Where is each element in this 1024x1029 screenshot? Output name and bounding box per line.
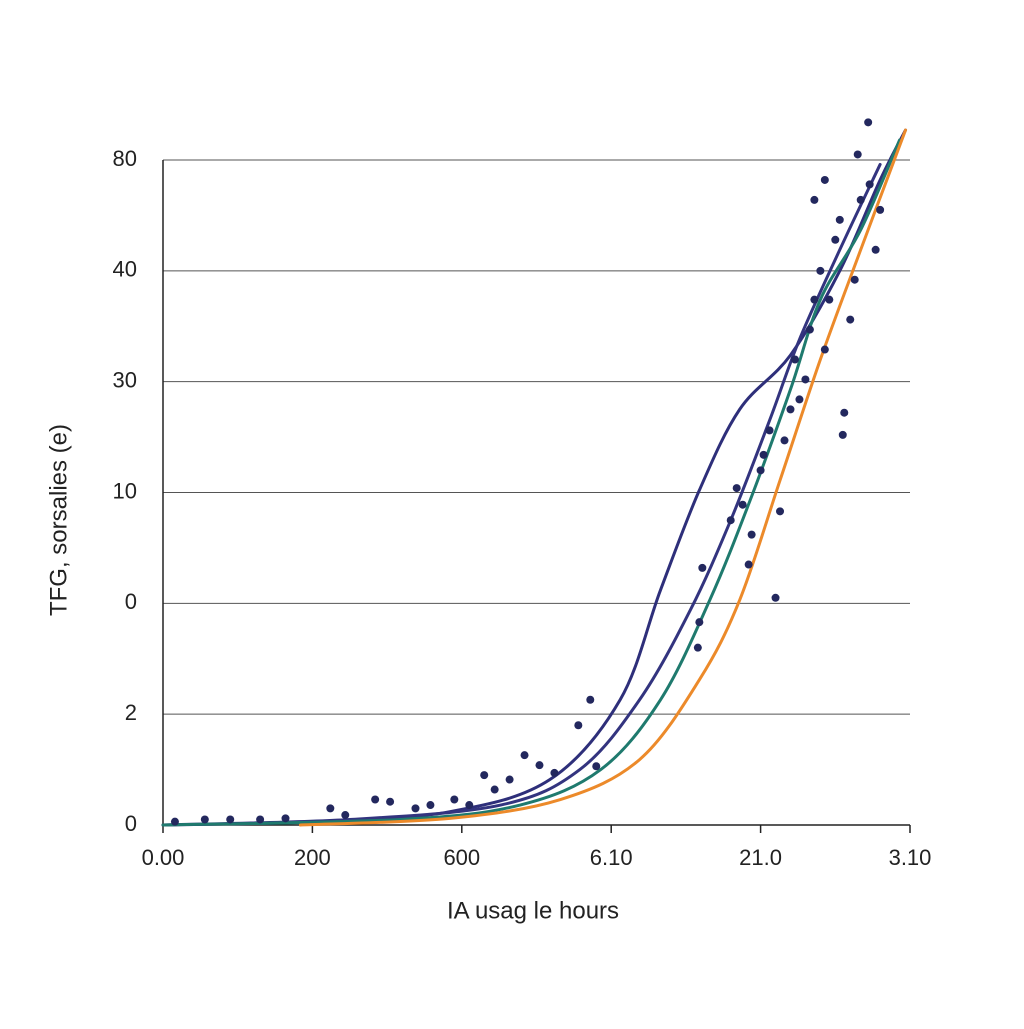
y-tick-label: 0 [125,589,137,614]
x-tick-label: 21.0 [739,845,782,870]
point [805,325,814,334]
y-tick-label: 0 [125,811,137,836]
point [226,815,235,824]
x-tick-label: 600 [443,845,480,870]
point [744,560,753,569]
point [520,751,529,760]
y-tick-label: 40 [113,257,137,282]
point [693,643,702,652]
point [505,775,514,784]
point [820,345,829,354]
point [490,785,499,794]
point [759,450,768,459]
point [765,426,774,435]
point [574,721,583,730]
point [838,430,847,439]
x-tick-label: 0.00 [142,845,185,870]
x-tick-label: 200 [294,845,331,870]
point [771,593,780,602]
point [864,118,873,127]
point [810,295,819,304]
point [698,563,707,572]
point [550,768,559,777]
point [840,408,849,417]
y-tick-label: 2 [125,700,137,725]
point [426,801,435,810]
curve [161,128,908,827]
point [535,761,544,770]
point [825,295,834,304]
point [480,771,489,780]
y-axis-label: TFG, sorsalies (e) [45,424,72,616]
point [856,195,865,204]
x-tick-label: 6.10 [590,845,633,870]
point [865,180,874,189]
point [871,245,880,254]
point [816,266,825,275]
point [846,315,855,324]
point [756,466,765,475]
point [835,215,844,224]
point [795,395,804,404]
point [853,150,862,159]
point [170,817,179,826]
x-axis-label: IA usag le hours [447,897,619,924]
point [341,811,350,820]
point [592,762,601,771]
point [695,618,704,627]
y-tick-label: 80 [113,146,137,171]
point [386,797,395,806]
point [586,695,595,704]
point [411,804,420,813]
point [726,516,735,525]
point [465,801,474,810]
point [747,530,756,539]
point [200,815,209,824]
y-tick-label: 10 [113,478,137,503]
point [876,205,885,214]
point [732,484,741,493]
point [790,355,799,364]
point [738,500,747,509]
curve [298,128,908,827]
point [776,507,785,516]
point [831,235,840,244]
curve [161,138,902,827]
point [786,405,795,414]
curve [161,162,882,827]
point [820,175,829,184]
point [256,815,265,824]
point [326,804,335,813]
point [281,814,290,823]
point [801,375,810,384]
point [810,195,819,204]
point [371,795,380,804]
x-tick-label: 3.10 [889,845,932,870]
point [780,436,789,445]
y-tick-label: 30 [113,367,137,392]
point [450,795,459,804]
point [850,275,859,284]
